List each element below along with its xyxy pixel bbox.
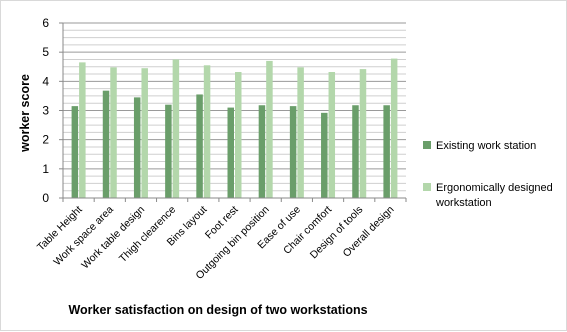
bar-existing bbox=[165, 104, 172, 198]
legend-swatch-existing bbox=[423, 141, 431, 149]
bar-existing bbox=[383, 105, 390, 198]
y-tick-label: 2 bbox=[42, 133, 49, 147]
bar-ergonomic bbox=[266, 60, 273, 198]
axes bbox=[59, 22, 407, 202]
legend-label-ergonomic: Ergonomically designed workstation bbox=[435, 182, 553, 209]
bar-existing bbox=[196, 94, 203, 198]
y-tick-label: 4 bbox=[42, 74, 49, 88]
y-tick-label: 5 bbox=[42, 45, 49, 59]
bar-ergonomic bbox=[328, 72, 336, 198]
bar-existing bbox=[321, 112, 328, 198]
bar-existing bbox=[352, 105, 359, 198]
bar-existing bbox=[227, 107, 234, 198]
bar-ergonomic bbox=[79, 62, 86, 198]
grid-lines bbox=[63, 22, 406, 192]
bar-ergonomic bbox=[297, 67, 304, 198]
legend-swatch-ergonomic bbox=[423, 183, 431, 191]
bar-existing bbox=[102, 90, 110, 198]
bar-existing bbox=[133, 97, 141, 198]
y-axis-label: worker score bbox=[18, 74, 32, 153]
bar-ergonomic bbox=[172, 59, 180, 199]
bar-existing bbox=[258, 105, 266, 198]
y-tick-label: 3 bbox=[42, 104, 49, 118]
legend-label-existing: Existing work station bbox=[436, 140, 536, 152]
y-tick-label: 1 bbox=[42, 162, 49, 176]
bar-ergonomic bbox=[390, 58, 398, 199]
bar-existing bbox=[289, 106, 297, 198]
legend: Existing work station Ergonomically desig… bbox=[423, 140, 553, 209]
x-axis-label: Worker satisfaction on design of two wor… bbox=[68, 303, 367, 317]
bar-ergonomic bbox=[235, 72, 242, 198]
bar-existing bbox=[71, 106, 79, 198]
y-tick-label: 0 bbox=[42, 191, 49, 205]
bar-ergonomic bbox=[110, 67, 117, 198]
y-tick-labels: 0 1 2 3 4 5 6 bbox=[42, 16, 49, 205]
bars bbox=[71, 58, 398, 199]
y-tick-label: 6 bbox=[42, 16, 49, 30]
bar-ergonomic bbox=[141, 68, 148, 198]
bar-ergonomic bbox=[359, 69, 367, 198]
bar-ergonomic bbox=[203, 65, 211, 199]
